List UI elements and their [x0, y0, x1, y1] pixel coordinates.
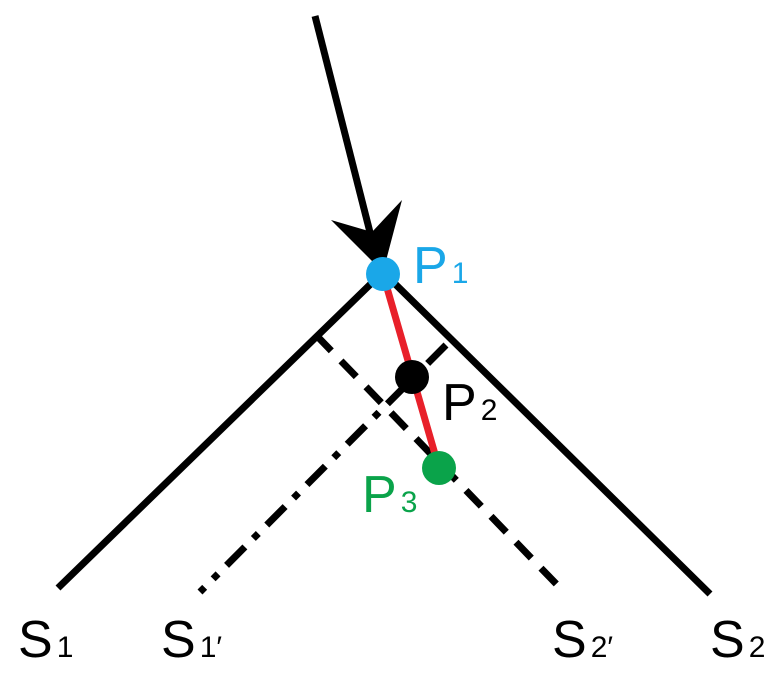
label-s2-prime: S 2′ — [552, 611, 613, 669]
label-s2-main: S — [710, 611, 745, 669]
surface-s2 — [380, 269, 713, 597]
label-p2-main: P — [442, 374, 477, 432]
label-s2-prime-main: S — [552, 611, 587, 669]
label-p1-main: P — [413, 237, 448, 295]
label-p3-main: P — [362, 466, 397, 524]
label-s1-prime-sub: 1′ — [200, 631, 223, 664]
point-p2 — [395, 360, 429, 394]
label-s1-prime: S 1′ — [161, 611, 222, 669]
label-p2-sub: 2 — [481, 394, 498, 427]
label-p3-sub: 3 — [401, 486, 418, 519]
label-s2-prime-sub: 2′ — [591, 631, 614, 664]
incoming-ray — [311, 15, 379, 253]
surface-s2-prime — [313, 332, 568, 596]
point-p3 — [422, 451, 456, 485]
surface-s1 — [55, 269, 386, 591]
point-p1 — [366, 257, 400, 291]
label-s1-prime-main: S — [161, 611, 196, 669]
label-s1-main: S — [18, 611, 53, 669]
label-p1-sub: 1 — [452, 257, 469, 290]
label-s2-sub: 2 — [749, 631, 766, 664]
label-s1-sub: 1 — [57, 631, 74, 664]
ray-arrowhead — [331, 200, 402, 272]
